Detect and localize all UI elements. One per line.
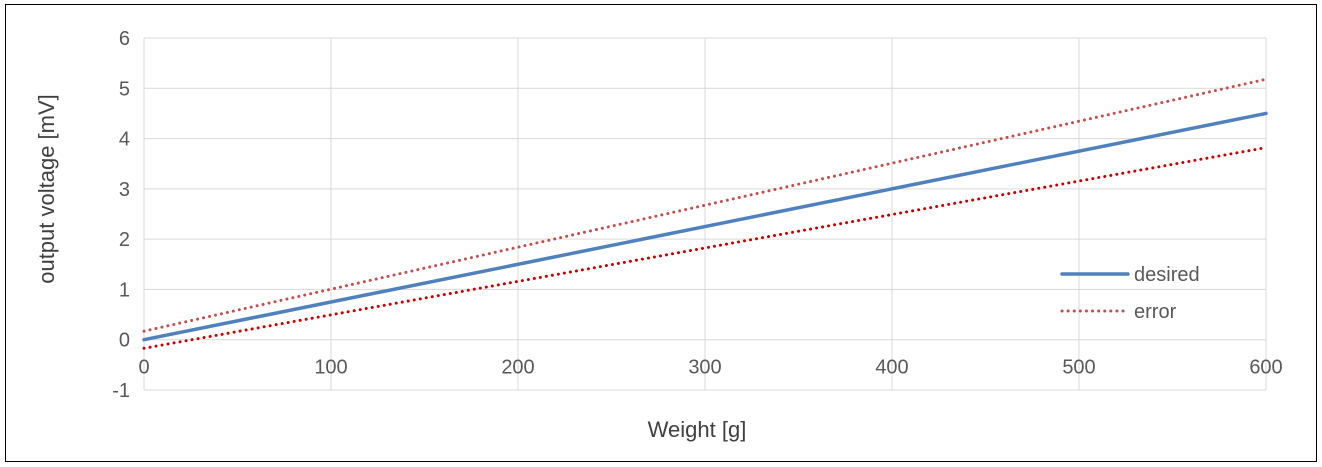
y-tick-label: 3 bbox=[119, 179, 130, 201]
y-tick-label: 6 bbox=[119, 28, 130, 50]
tick-layer: -1 0 1 2 3 4 5 6 0 100 200 300 400 500 600 bbox=[112, 28, 1282, 402]
x-axis-title: Weight [g] bbox=[648, 417, 747, 442]
series-layer bbox=[142, 77, 1268, 350]
series-line-error bbox=[142, 77, 1268, 333]
y-tick-label: 0 bbox=[119, 330, 130, 352]
legend-label-error: error bbox=[1134, 301, 1177, 323]
x-tick-label: 0 bbox=[138, 357, 149, 379]
y-tick-label: 1 bbox=[119, 279, 130, 301]
y-tick-label: 2 bbox=[119, 229, 130, 251]
y-tick-label: 5 bbox=[119, 78, 130, 100]
y-tick-label: 4 bbox=[119, 129, 130, 151]
y-tick-label: -1 bbox=[112, 380, 130, 402]
x-tick-label: 400 bbox=[875, 357, 908, 379]
grid-layer bbox=[143, 37, 1267, 391]
series-line-desired bbox=[142, 111, 1268, 342]
y-axis-title: output voltage [mV] bbox=[34, 94, 59, 284]
legend: desired error bbox=[1060, 264, 1200, 323]
x-tick-label: 600 bbox=[1249, 357, 1282, 379]
legend-label-desired: desired bbox=[1134, 264, 1200, 286]
chart-frame: -1 0 1 2 3 4 5 6 0 100 200 300 400 500 600 Weight [g] … bbox=[5, 4, 1317, 462]
x-tick-label: 500 bbox=[1062, 357, 1095, 379]
x-tick-label: 100 bbox=[314, 357, 347, 379]
x-tick-label: 200 bbox=[501, 357, 534, 379]
series-line-lower-bound bbox=[142, 146, 1268, 350]
x-tick-label: 300 bbox=[688, 357, 721, 379]
